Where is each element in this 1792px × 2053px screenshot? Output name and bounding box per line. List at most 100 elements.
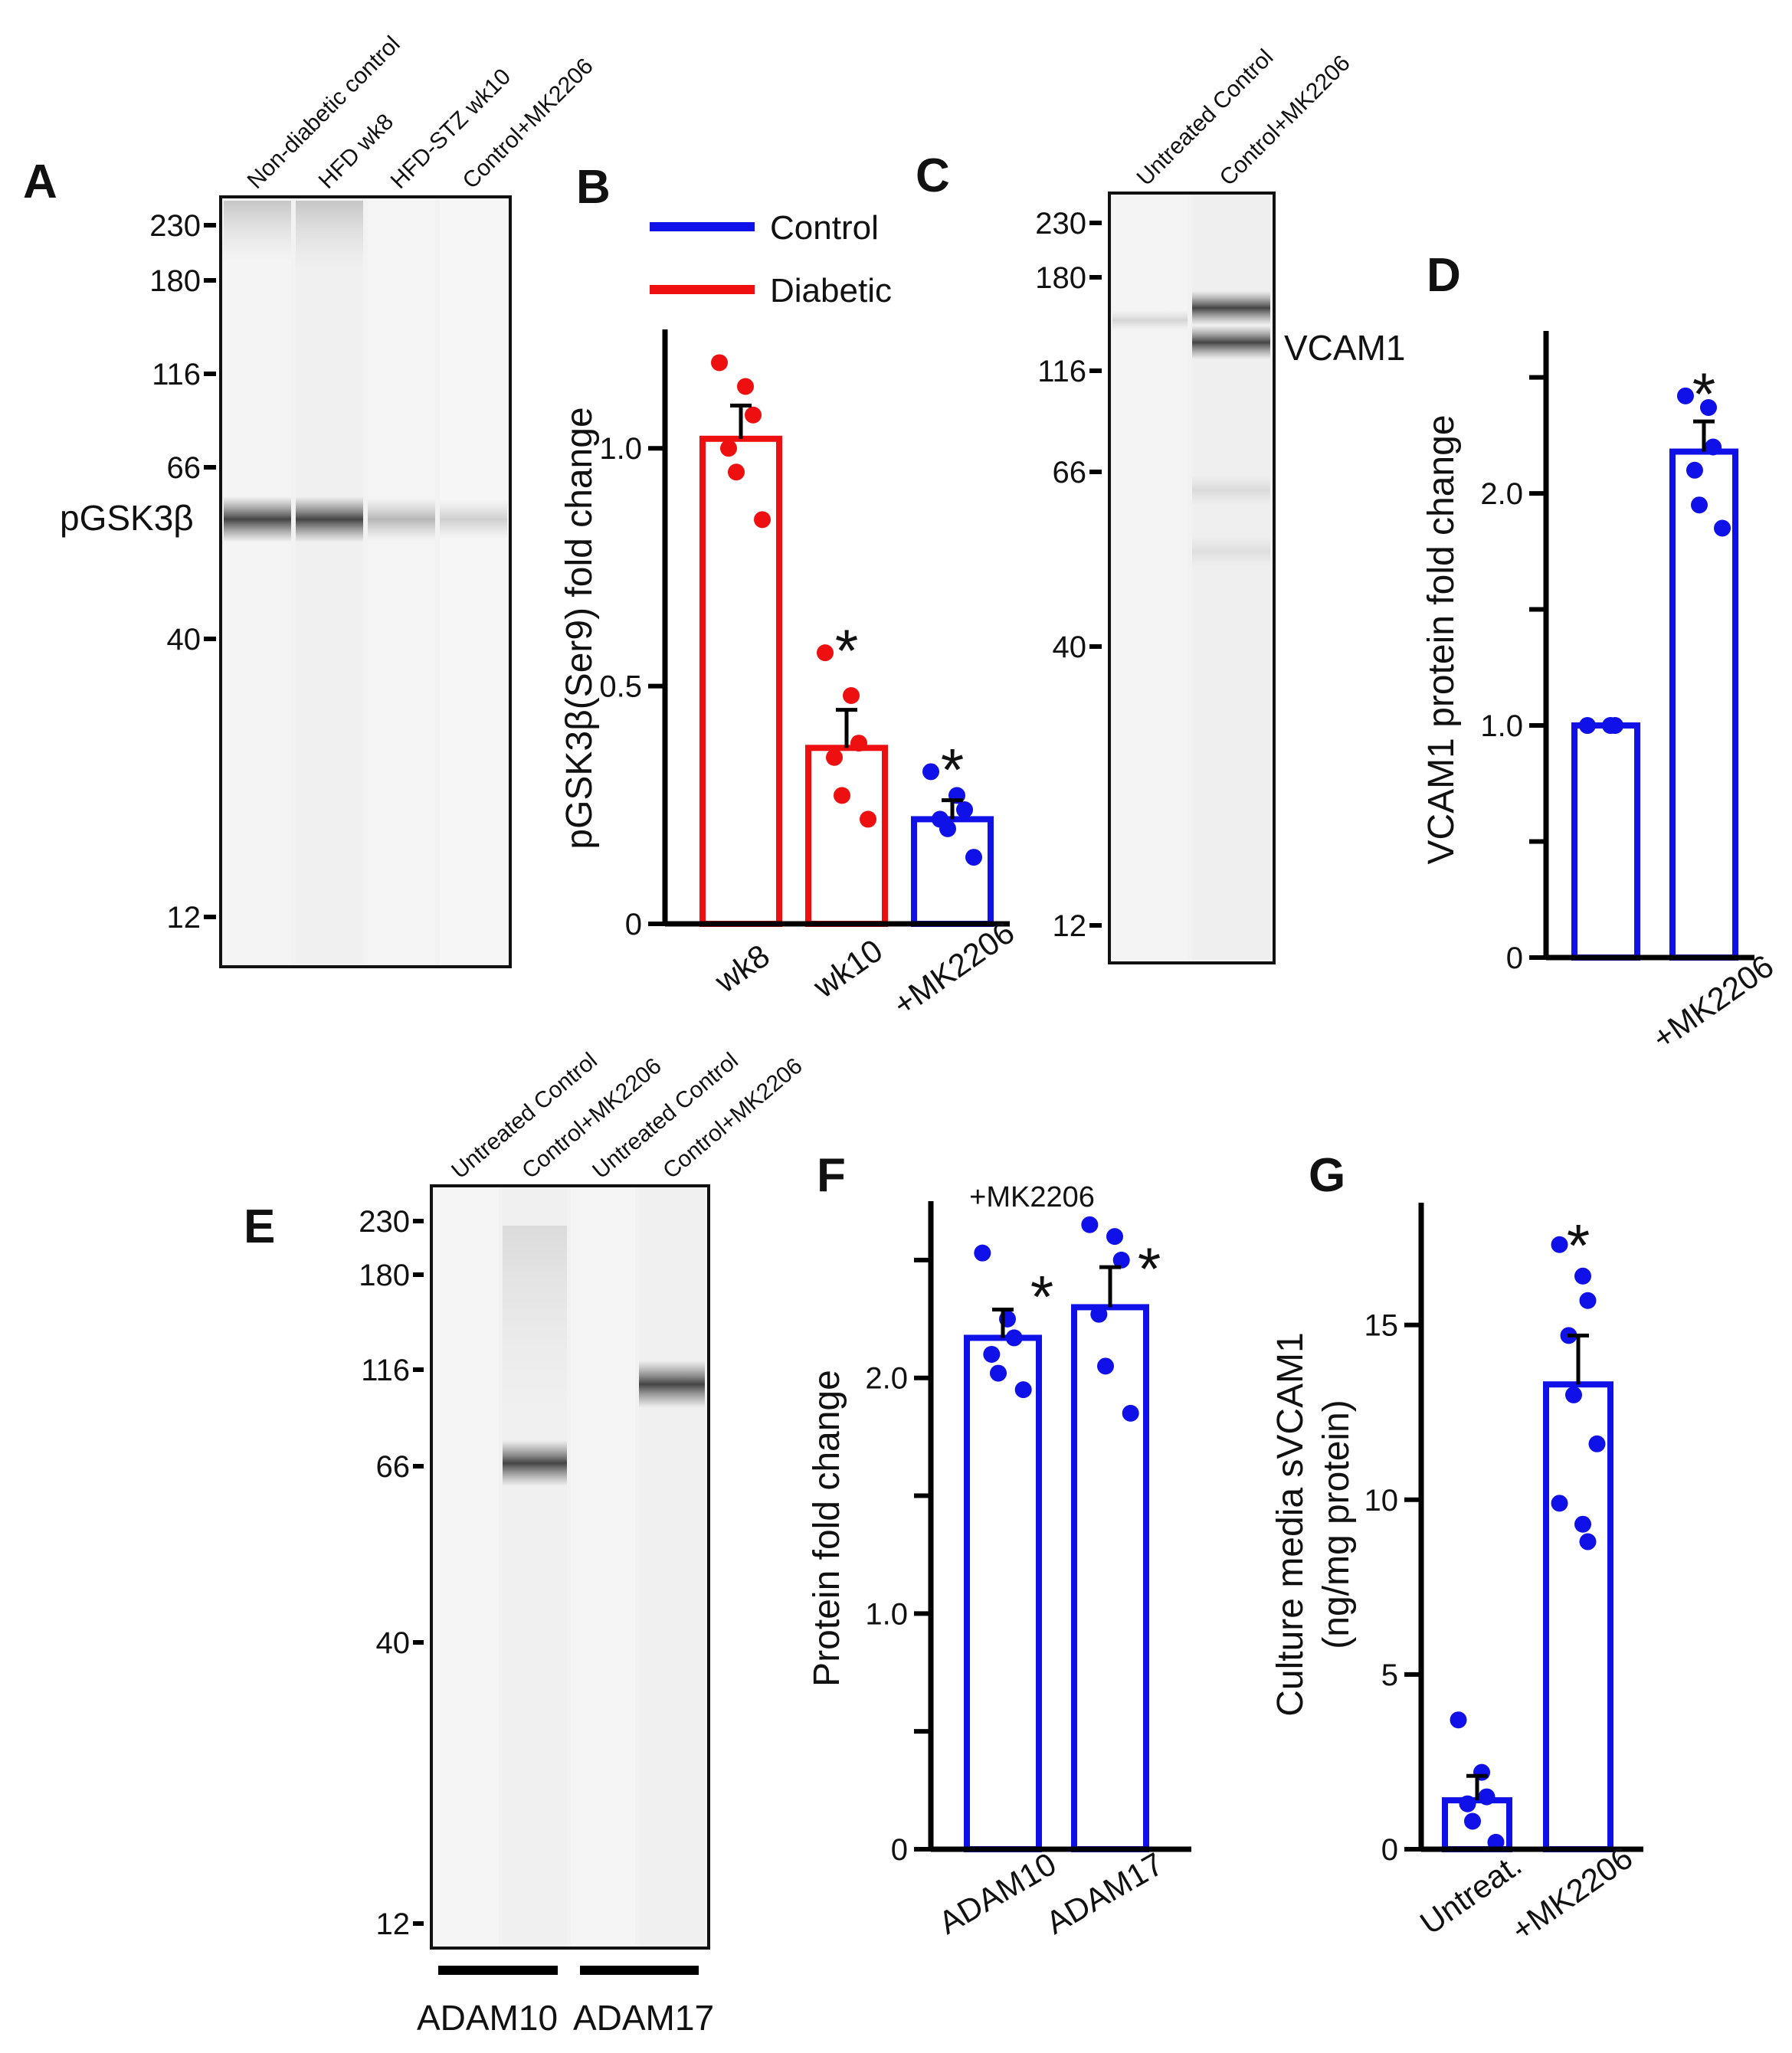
- gel-c-lane-label-1: Untreated Control: [1132, 44, 1279, 191]
- y-axis-label-g: Culture media sVCAM1: [1270, 1332, 1311, 1717]
- bar-b-1: [699, 435, 782, 927]
- significance-b-3: *: [941, 735, 964, 803]
- point-f-2-4: [1090, 1305, 1108, 1323]
- y-axis-label-d: VCAM1 protein fold change: [1421, 414, 1462, 864]
- marker-c-116: 116: [1037, 355, 1086, 388]
- point-g-1-5: [1464, 1812, 1481, 1830]
- panel-d-chart: D * 0 1.0 2.0 VCAM1 protein fold change +M…: [1421, 249, 1780, 1056]
- point-f-2-6: [1122, 1404, 1139, 1422]
- point-b-1-1: [711, 354, 728, 372]
- marker-a-40: 40: [167, 623, 201, 657]
- legend-label-diabetic: Diabetic: [770, 272, 892, 309]
- band-a-pgsk3b-3: [368, 498, 435, 541]
- point-b-3-5: [939, 820, 956, 837]
- panel-letter-e: E: [244, 1200, 275, 1253]
- band-a-pgsk3b-2: [296, 496, 363, 542]
- band-e-adam10: [503, 1440, 567, 1486]
- bar-b-3: [911, 816, 994, 927]
- category-label-d-2: +MK2206: [1646, 948, 1780, 1056]
- gel-e-markers: 230 180 116 66 40 12: [359, 1205, 424, 1941]
- ytick-label-f-5: 2.0: [865, 1362, 908, 1396]
- ytick-label-g-4: 15: [1364, 1309, 1399, 1343]
- band-label-pgsk3b: pGSK3β: [60, 498, 194, 538]
- point-f-2-1: [1081, 1216, 1099, 1233]
- point-b-3-6: [965, 849, 982, 866]
- point-b-2-1: [817, 644, 834, 662]
- category-label-f-2: ADAM17: [1040, 1845, 1169, 1941]
- gel-a-lane-4: [440, 199, 507, 964]
- point-g-2-8: [1574, 1515, 1591, 1533]
- significance-d-2: *: [1692, 360, 1715, 427]
- point-g-2-3: [1579, 1292, 1597, 1309]
- point-d-2-2: [1700, 398, 1717, 416]
- gel-a-lane-3: [368, 199, 435, 964]
- bar-f-2: [1071, 1304, 1149, 1853]
- panel-b-chart: B Control Diabetic * * 0 0.5 1.0 pGSK3β(Ser…: [559, 161, 1020, 1023]
- gel-a-markers: 230 180 116 66 40 12: [149, 209, 216, 935]
- ytick-label-d-5: 2.0: [1480, 477, 1523, 511]
- ytick-label-b-2: 0.5: [599, 670, 642, 704]
- marker-c-66: 66: [1053, 456, 1087, 490]
- legend-b: Control Diabetic: [650, 209, 892, 309]
- point-b-1-5: [728, 463, 745, 481]
- panel-letter-f: F: [817, 1149, 846, 1202]
- panel-letter-g: G: [1309, 1149, 1345, 1202]
- point-g-2-9: [1579, 1533, 1597, 1550]
- ytick-label-d-1: 0: [1506, 941, 1523, 975]
- gel-e-smear-2: [503, 1226, 567, 1417]
- gel-e-lane-4: [639, 1188, 705, 1945]
- gel-a-lane-1: [224, 199, 291, 964]
- marker-a-180: 180: [149, 264, 201, 298]
- band-c-vcam1-lower: [1192, 326, 1270, 359]
- point-g-2-6: [1588, 1435, 1606, 1452]
- marker-a-230: 230: [149, 209, 201, 243]
- point-b-1-3: [745, 406, 762, 424]
- panel-e-gel: E Untreated Control Control+MK2206 Untre…: [244, 1048, 808, 2038]
- point-d-2-4: [1686, 461, 1703, 479]
- significance-b-2: *: [835, 617, 858, 684]
- band-e-adam17: [639, 1360, 705, 1408]
- panel-f-chart: F +MK2206 * * 0 1.0 2.0 Protein fold change…: [807, 1149, 1191, 1941]
- panel-letter-b: B: [576, 161, 611, 214]
- marker-c-12: 12: [1053, 909, 1087, 943]
- category-label-f-1: ADAM10: [932, 1845, 1062, 1941]
- group-label-adam17: ADAM17: [573, 1998, 714, 2038]
- point-g-2-2: [1574, 1267, 1591, 1285]
- gel-a-smear-1: [224, 201, 291, 262]
- point-b-3-1: [922, 763, 939, 781]
- point-f-1-1: [974, 1244, 991, 1262]
- panel-letter-a: A: [23, 156, 57, 208]
- point-d-2-3: [1705, 438, 1722, 456]
- point-f-2-5: [1097, 1357, 1114, 1375]
- chart-title-f: +MK2206: [969, 1181, 1095, 1213]
- significance-f-1: *: [1030, 1263, 1053, 1331]
- point-f-1-5: [990, 1364, 1007, 1382]
- point-g-2-7: [1551, 1495, 1568, 1512]
- bar-b-2: [805, 745, 888, 928]
- point-d-1-3: [1607, 717, 1624, 735]
- point-g-1-4: [1459, 1795, 1476, 1812]
- ytick-label-d-3: 1.0: [1480, 709, 1523, 743]
- point-f-2-3: [1112, 1251, 1130, 1269]
- point-b-2-4: [826, 748, 843, 766]
- band-c-minor-1: [1192, 475, 1270, 506]
- marker-a-66: 66: [167, 451, 201, 485]
- marker-c-40: 40: [1053, 630, 1087, 664]
- point-b-2-6: [860, 810, 876, 828]
- ytick-label-f-1: 0: [891, 1833, 908, 1867]
- point-d-2-5: [1691, 496, 1708, 514]
- point-f-2-2: [1106, 1228, 1123, 1246]
- panel-c-gel: C Untreated Control Control+MK2206 230 1…: [916, 44, 1405, 964]
- band-c-vcam1-upper: [1192, 291, 1270, 325]
- ytick-label-b-1: 0: [625, 908, 642, 941]
- y-axis-label-f: Protein fold change: [807, 1370, 847, 1687]
- ytick-label-g-3: 10: [1364, 1484, 1399, 1518]
- bar-d-1: [1571, 722, 1640, 961]
- panel-a-gel: A Non-diabetic control HFD wk8 HFD-STZ w…: [23, 31, 598, 968]
- gel-c-lane-1: [1112, 195, 1188, 960]
- point-f-1-6: [1014, 1381, 1032, 1399]
- gel-a-smear-2: [296, 201, 363, 270]
- point-b-2-3: [850, 735, 867, 752]
- point-b-2-2: [843, 687, 860, 705]
